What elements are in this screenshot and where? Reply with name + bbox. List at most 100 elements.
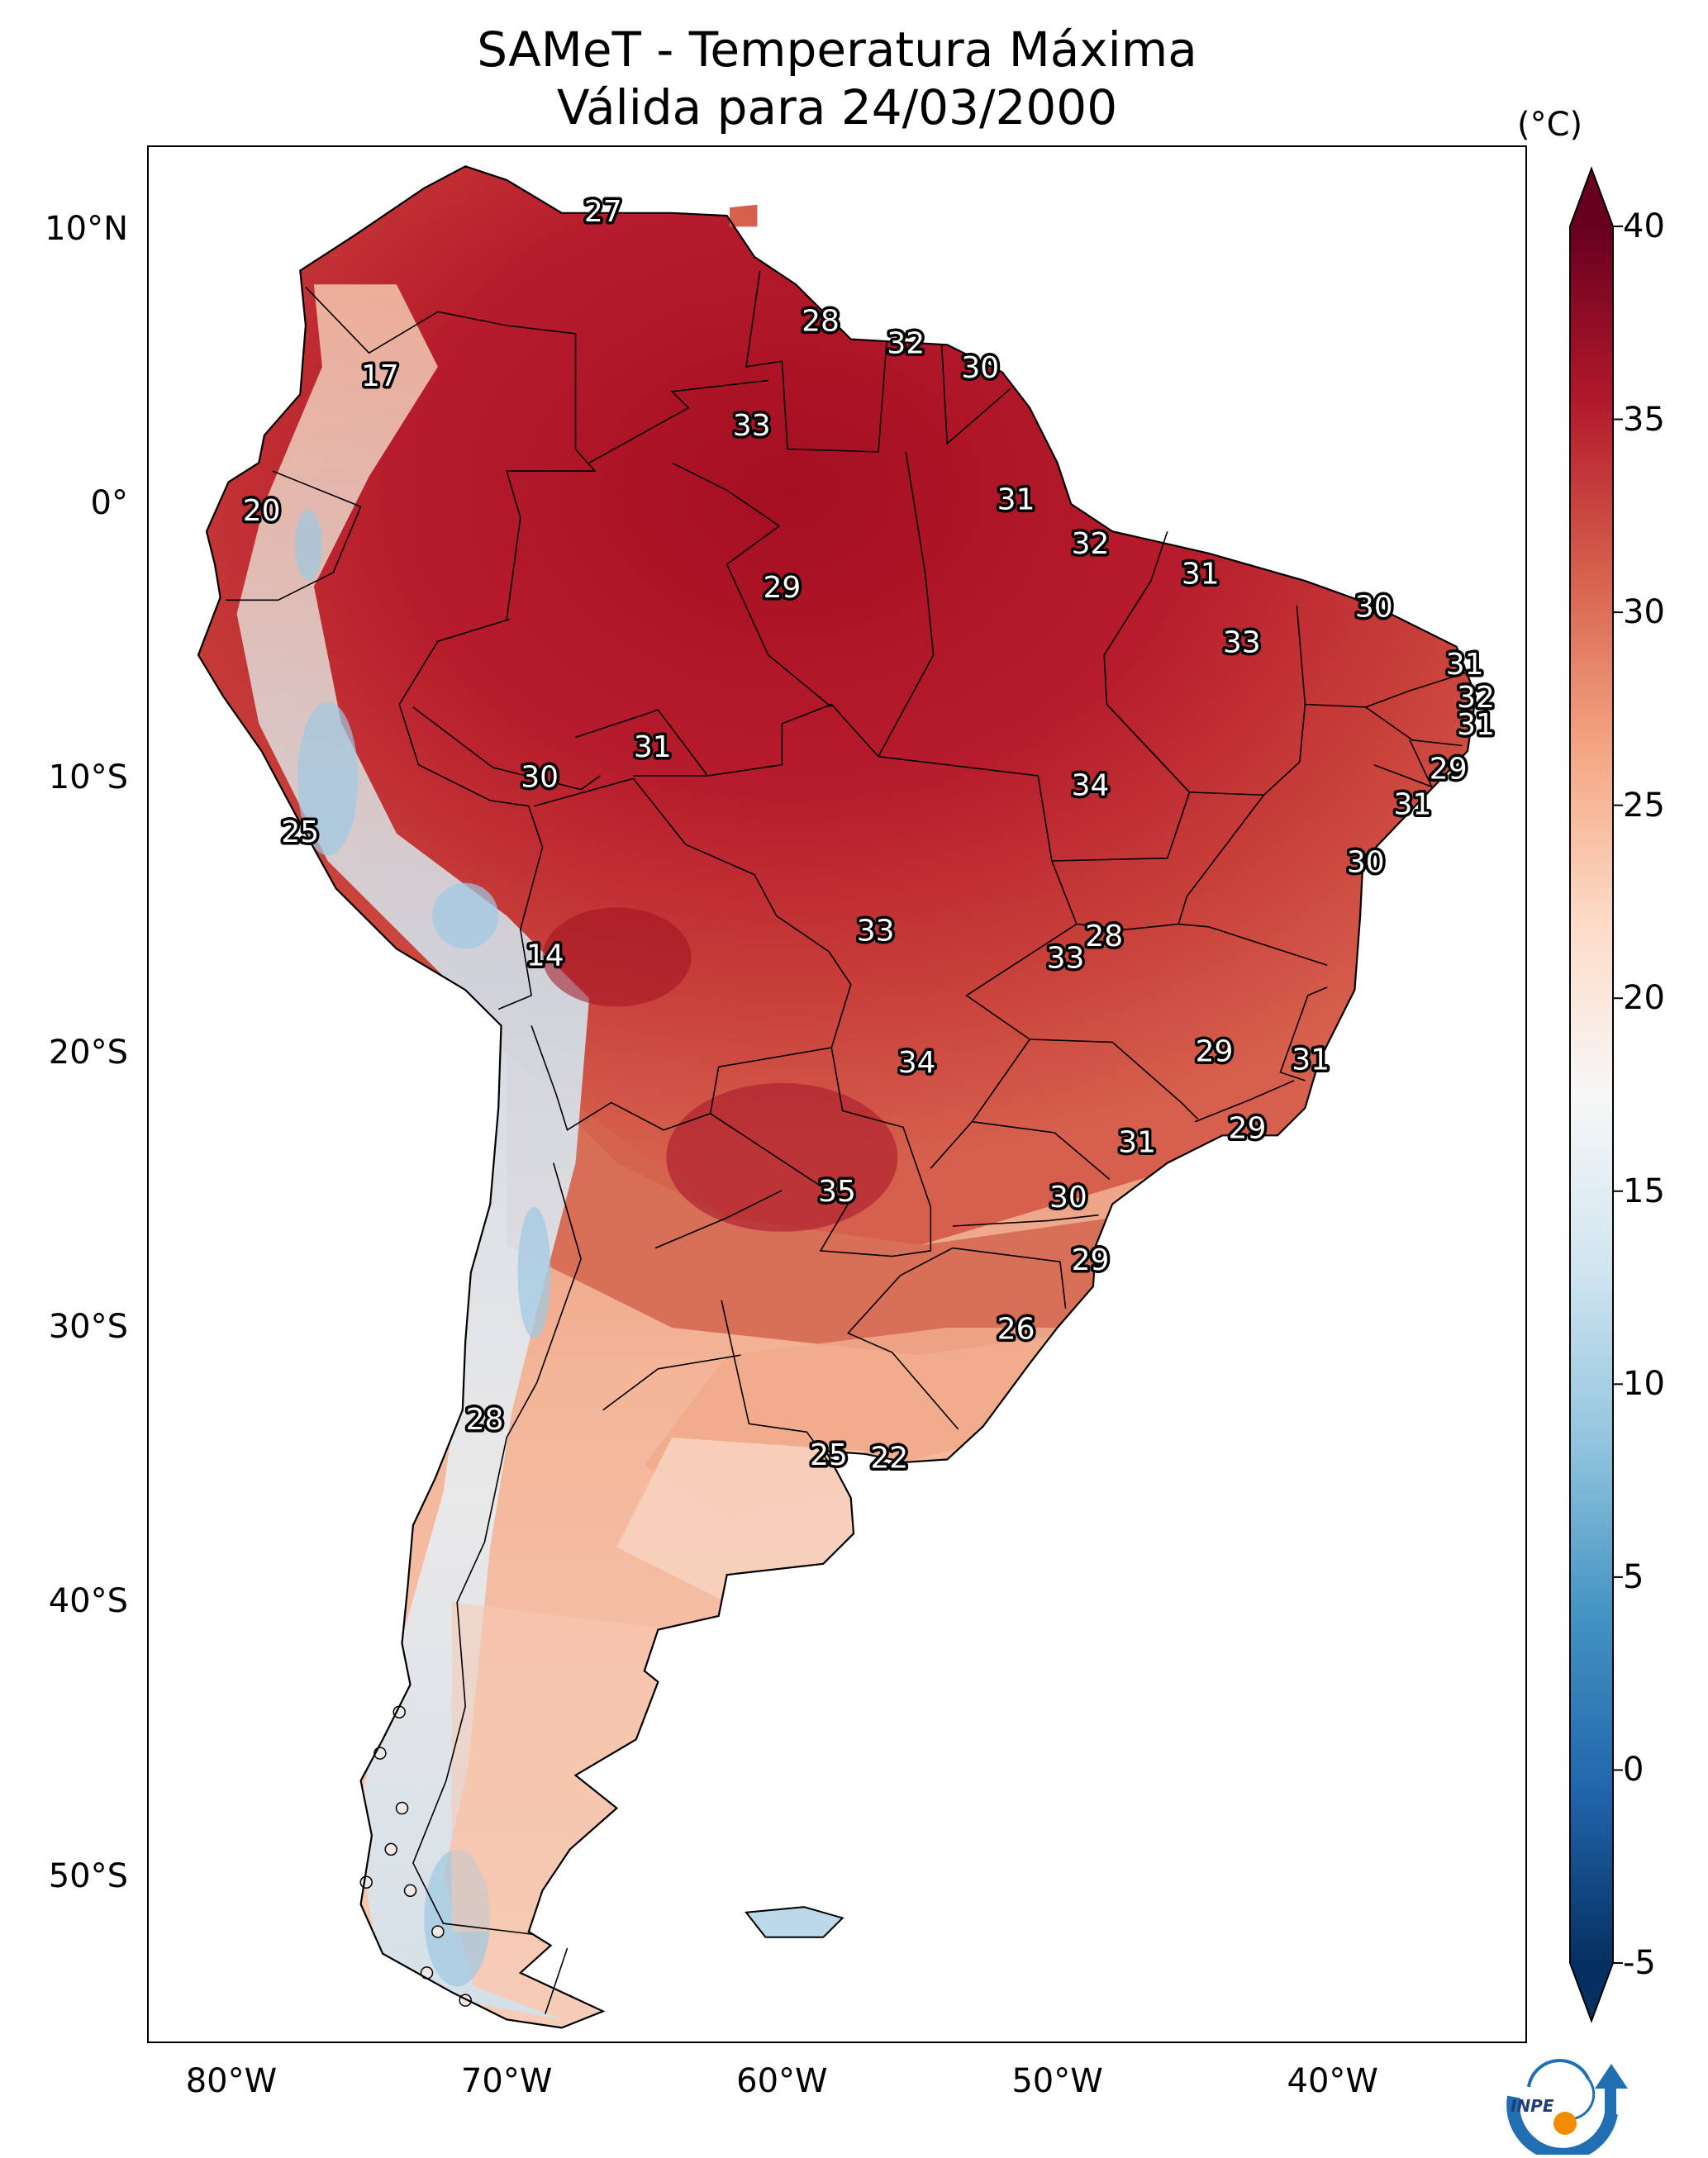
border-line <box>272 470 361 508</box>
station-label: 30 <box>521 760 559 794</box>
border-line <box>545 1947 569 2015</box>
station-label-halo: 33 <box>733 409 771 443</box>
colorbar-tick-label: 20 <box>1623 979 1665 1018</box>
colorbar-tick-label: 40 <box>1623 207 1665 245</box>
border-line <box>952 1214 1099 1227</box>
station-label-halo: 25 <box>810 1438 848 1472</box>
border-line <box>602 1354 741 1411</box>
station-label-halo: 29 <box>1072 1243 1110 1277</box>
colorbar-tick-label: 35 <box>1623 400 1665 439</box>
station-label: 28 <box>1085 920 1123 953</box>
station-label-halo: 35 <box>818 1175 856 1209</box>
lon-tick-label: 60°W <box>736 2062 828 2100</box>
station-label: 33 <box>733 409 771 443</box>
station-label-halo: 33 <box>857 914 895 948</box>
border-line <box>846 1247 959 1430</box>
station-label: 30 <box>1355 590 1393 624</box>
colorbar-tick-label: 15 <box>1623 1172 1665 1210</box>
colorbar-max-extend <box>1570 169 1613 226</box>
station-label-halo: 31 <box>1457 708 1495 742</box>
station-label: 31 <box>1118 1125 1156 1159</box>
station-label: 29 <box>1196 1035 1234 1069</box>
border-line <box>305 286 597 620</box>
station-label: 28 <box>802 305 840 339</box>
station-label-halo: 32 <box>1072 527 1110 561</box>
colorbar-tick-label: 10 <box>1623 1365 1665 1404</box>
border-line <box>1305 670 1471 708</box>
station-label-halo: 32 <box>1457 681 1495 715</box>
lat-tick-label: 10°S <box>48 758 128 797</box>
lat-tick-label: 50°S <box>48 1856 128 1895</box>
station-label: 27 <box>584 195 622 229</box>
station-label-halo: 28 <box>802 305 840 339</box>
svg-text:INPE: INPE <box>1511 2096 1554 2116</box>
station-label-halo: 34 <box>1072 768 1110 802</box>
border-line <box>1365 706 1463 747</box>
lat-tick-label: 40°S <box>48 1582 128 1621</box>
border-line <box>1194 1080 1295 1123</box>
colorbar-tick-label: 5 <box>1623 1557 1644 1596</box>
border-line <box>1279 986 1328 1081</box>
lon-tick-label: 70°W <box>460 2062 553 2100</box>
station-label-halo: 30 <box>961 351 999 385</box>
lat-tick-label: 20°S <box>48 1033 128 1072</box>
station-label-halo: 31 <box>1292 1043 1330 1077</box>
border-line <box>940 345 1011 445</box>
colorbar-tick-label: 25 <box>1623 786 1665 825</box>
map-frame: 27 27 17 17 28 28 32 32 30 30 33 33 20 20 31 31 32 32 31 31… <box>147 145 1628 2158</box>
station-label-halo: 30 <box>1049 1181 1087 1214</box>
colorbar-unit: (°C) <box>1517 106 1583 144</box>
station-label-halo: 29 <box>1430 752 1468 786</box>
lon-tick-label: 50°W <box>1011 2062 1103 2100</box>
station-label-halo: 31 <box>1446 648 1484 682</box>
station-label: 33 <box>1047 942 1085 976</box>
station-label: 14 <box>526 939 564 972</box>
station-label-halo: 34 <box>898 1046 936 1080</box>
station-label: 33 <box>857 914 895 948</box>
border-line <box>671 462 832 708</box>
station-label: 30 <box>1049 1181 1087 1214</box>
station-label: 34 <box>1072 768 1110 802</box>
station-label: 25 <box>281 815 319 849</box>
station-label: 25 <box>810 1438 848 1472</box>
border-line <box>721 1300 830 1463</box>
station-label: 31 <box>997 483 1035 517</box>
colorbar-tick-label: 0 <box>1623 1751 1644 1790</box>
station-label-halo: 33 <box>1223 625 1261 659</box>
country-borders <box>226 270 1471 2015</box>
station-label: 31 <box>1457 708 1495 742</box>
border-line <box>412 706 601 791</box>
station-label: 30 <box>961 351 999 385</box>
border-line <box>654 1190 783 1249</box>
station-label: 33 <box>1223 625 1261 659</box>
station-label-halo: 25 <box>281 815 319 849</box>
station-label: 31 <box>1393 788 1431 822</box>
station-label-halo: 31 <box>634 730 672 764</box>
colorbar-tick-label: 30 <box>1623 593 1665 632</box>
station-label: 28 <box>466 1403 504 1437</box>
colorbar-tick-label: -5 <box>1623 1944 1656 1982</box>
station-label-halo: 29 <box>1196 1035 1234 1069</box>
station-label-halo: 14 <box>526 939 564 972</box>
border-line <box>965 923 1199 1119</box>
lat-tick-label: 30°S <box>48 1307 128 1346</box>
border-line <box>952 1247 1067 1309</box>
colorbar-min-extend <box>1570 1963 1613 2021</box>
station-label: 31 <box>1292 1043 1330 1077</box>
border-line <box>412 1162 582 1936</box>
station-label-halo: 20 <box>243 494 281 528</box>
station-label: 29 <box>1229 1112 1267 1146</box>
border-line <box>226 506 362 601</box>
station-label: 34 <box>898 1046 936 1080</box>
station-label: 31 <box>1446 648 1484 682</box>
station-label-halo: 32 <box>887 326 925 360</box>
border-line <box>1106 605 1306 796</box>
station-label-halo: 17 <box>361 359 399 393</box>
border-line <box>745 270 887 453</box>
border-line <box>1373 739 1434 788</box>
station-label-halo: 29 <box>763 571 801 605</box>
station-label-halo: 31 <box>997 483 1035 517</box>
station-label-halo: 33 <box>1047 942 1085 976</box>
colorbar <box>1569 166 1623 2023</box>
